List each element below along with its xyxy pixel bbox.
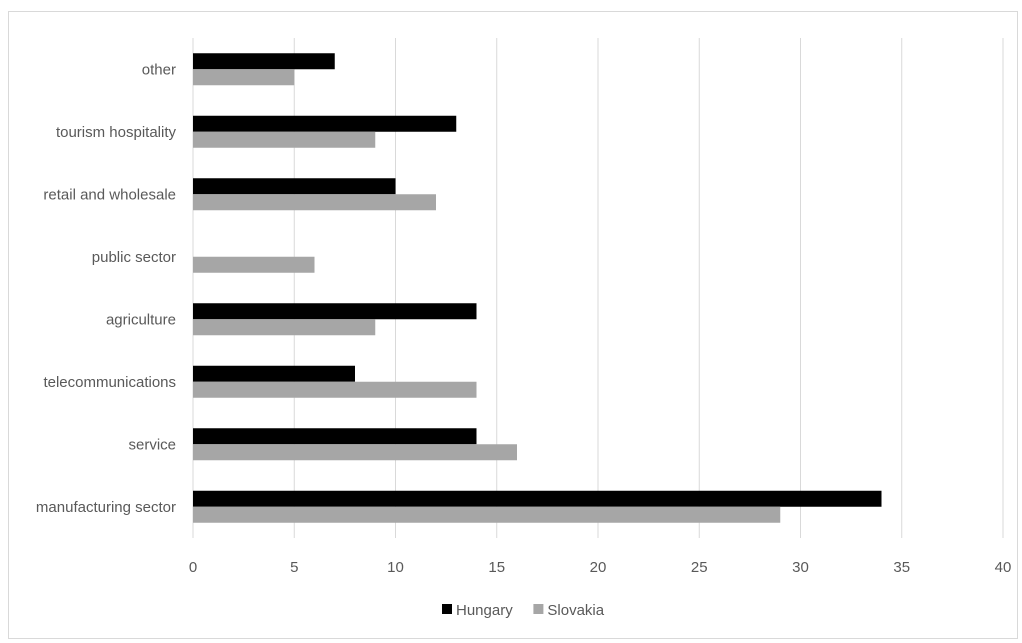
bar-hungary	[193, 490, 882, 507]
category-label: agriculture	[106, 311, 176, 328]
legend-label-hungary: Hungary	[456, 602, 513, 619]
gridlines	[192, 38, 1004, 538]
category-label: manufacturing sector	[36, 499, 176, 516]
category-label: tourism hospitality	[56, 124, 177, 141]
chart-frame	[8, 11, 1018, 639]
bar-slovakia	[193, 506, 781, 523]
bar-slovakia	[193, 444, 517, 461]
bar-hungary	[193, 428, 477, 445]
x-tick-label: 5	[290, 559, 298, 576]
category-label: other	[142, 61, 176, 78]
legend-swatch-hungary	[442, 604, 452, 614]
bars	[193, 53, 882, 523]
bar-hungary	[193, 115, 457, 132]
x-tick-label: 15	[488, 559, 505, 576]
category-label: retail and wholesale	[43, 186, 176, 203]
bar-hungary	[193, 178, 396, 195]
bar-slovakia	[193, 69, 295, 86]
bar-slovakia	[193, 256, 315, 273]
legend-label-slovakia: Slovakia	[547, 602, 604, 619]
legend: Hungary Slovakia	[442, 602, 605, 619]
bar-slovakia	[193, 381, 477, 398]
x-tick-label: 30	[792, 559, 809, 576]
bar-hungary	[193, 303, 477, 320]
x-tick-label: 0	[189, 559, 197, 576]
bar-slovakia	[193, 194, 436, 211]
x-tick-label: 35	[893, 559, 910, 576]
x-tick-labels: 0 5 10 15 20 25 30 35 40	[189, 559, 1012, 576]
x-tick-label: 20	[590, 559, 607, 576]
bar-hungary	[193, 365, 355, 382]
category-label: public sector	[92, 249, 176, 266]
x-tick-label: 10	[387, 559, 404, 576]
bar-hungary	[193, 53, 335, 70]
category-label: service	[128, 436, 176, 453]
legend-swatch-slovakia	[533, 604, 544, 614]
bar-slovakia	[193, 131, 376, 148]
bar-slovakia	[193, 319, 376, 336]
x-tick-label: 40	[995, 559, 1012, 576]
category-label: telecommunications	[43, 374, 176, 391]
category-labels: manufacturing sector service telecommunica…	[36, 61, 177, 516]
x-tick-label: 25	[691, 559, 708, 576]
